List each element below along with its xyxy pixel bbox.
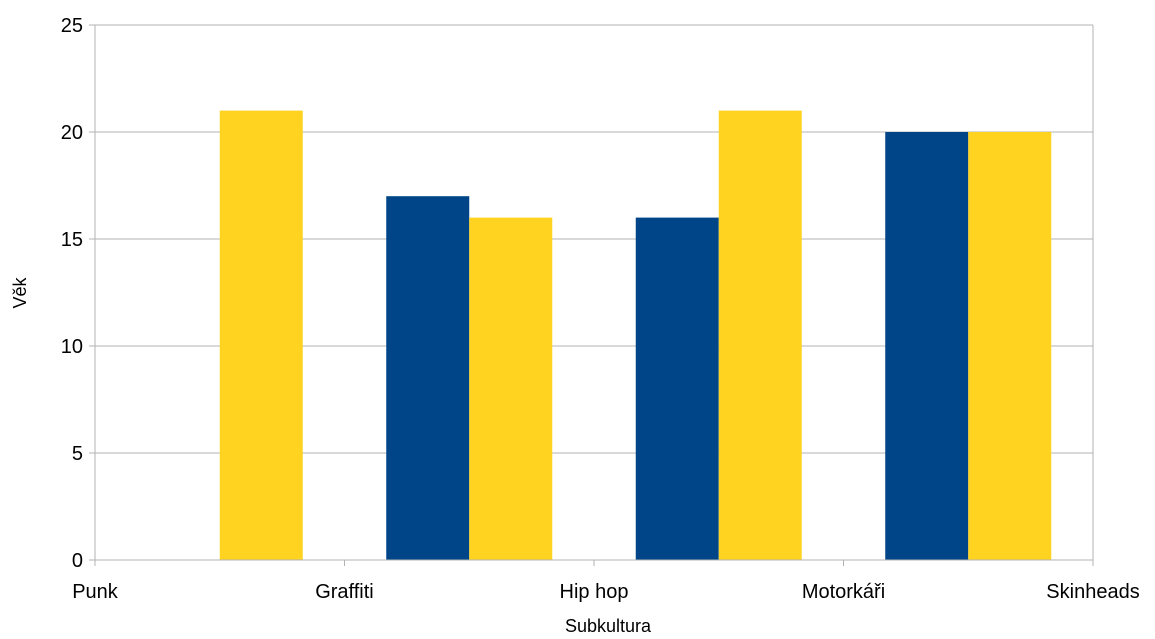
x-tick-label-3: Hip hop xyxy=(560,581,629,603)
bar-2-4 xyxy=(968,132,1052,560)
bars xyxy=(219,110,1052,560)
y-tick-labels: 0 5 10 15 20 25 xyxy=(61,15,83,572)
y-tick-label-1: 5 xyxy=(72,443,83,465)
bar-2-1 xyxy=(219,110,303,560)
axes xyxy=(89,24,1094,566)
y-tick-label-2: 10 xyxy=(61,336,83,358)
x-tick-label-4: Motorkáři xyxy=(802,581,885,603)
bar-1-2 xyxy=(386,196,470,560)
bar-2-2 xyxy=(469,217,553,560)
x-axis-title: Subkultura xyxy=(565,616,652,636)
y-tick-label-0: 0 xyxy=(72,550,83,572)
x-tick-labels: Punk Graffiti Hip hop Motorkáři Skinheads xyxy=(72,581,1140,603)
y-tick-label-4: 20 xyxy=(61,122,83,144)
x-tick-label-2: Graffiti xyxy=(315,581,374,603)
bar-1-3 xyxy=(635,217,719,560)
x-tick-label-5: Skinheads xyxy=(1046,581,1139,603)
bar-2-3 xyxy=(718,110,802,560)
y-axis-title: Věk xyxy=(10,276,30,308)
y-tick-label-5: 25 xyxy=(61,15,83,37)
y-tick-label-3: 15 xyxy=(61,229,83,251)
x-tick-label-1: Punk xyxy=(72,581,119,603)
bar-1-4 xyxy=(885,132,969,560)
